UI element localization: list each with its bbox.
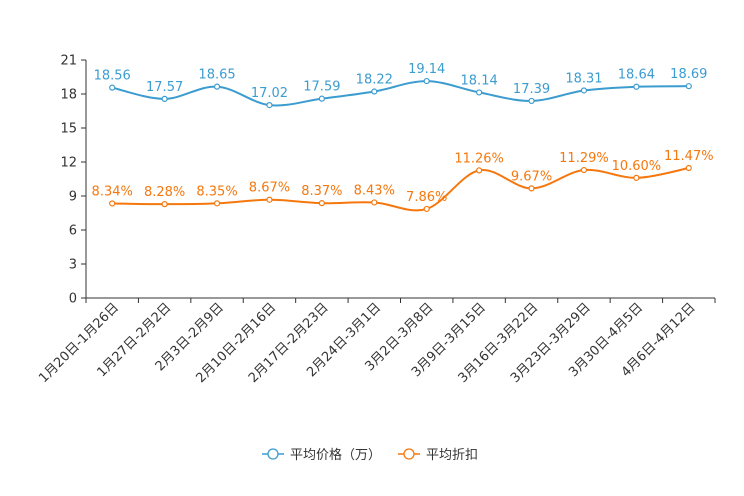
data-point[interactable] (161, 95, 168, 102)
data-label: 17.39 (513, 82, 550, 97)
data-point[interactable] (371, 88, 378, 95)
data-point[interactable] (580, 166, 588, 174)
data-point[interactable] (213, 83, 221, 90)
data-point[interactable] (633, 83, 640, 90)
data-label: 8.28% (144, 185, 185, 200)
data-point[interactable] (528, 185, 535, 192)
data-point[interactable] (423, 205, 430, 213)
y-tick-label: 12 (60, 156, 77, 171)
legend-label: 平均价格（万） (290, 447, 381, 463)
data-point[interactable] (685, 164, 692, 172)
y-axis: 0 3 6 9 12 15 18 21 (60, 54, 87, 307)
data-point[interactable] (161, 201, 168, 208)
data-point[interactable] (109, 200, 116, 207)
x-axis: 1月20日-1月26日1月27日-2月2日2月3日-2月9日2月10日-2月16… (36, 297, 716, 386)
data-label: 8.34% (92, 184, 133, 199)
data-point[interactable] (633, 174, 640, 181)
data-point[interactable] (476, 167, 483, 174)
data-label: 18.14 (461, 73, 498, 88)
y-tick-label: 9 (69, 190, 77, 205)
y-tick-label: 18 (60, 88, 77, 103)
data-label: 18.22 (356, 73, 393, 88)
data-label: 8.35% (196, 184, 237, 199)
data-label: 17.59 (303, 80, 340, 95)
data-label: 17.02 (251, 86, 288, 101)
series-line (111, 80, 689, 107)
data-label: 8.43% (354, 183, 395, 198)
legend-item-1[interactable]: 平均折扣 (398, 448, 478, 463)
legend-label: 平均折扣 (426, 448, 478, 463)
legend[interactable]: 平均价格（万） 平均折扣 (262, 447, 478, 463)
series-0: 18.56 17.57 18.65 17.02 17.59 18.22 19.14 18.14… (94, 62, 707, 109)
y-tick-label: 21 (60, 54, 77, 69)
y-tick-label: 3 (69, 258, 77, 273)
data-point[interactable] (266, 102, 273, 109)
data-point[interactable] (685, 83, 692, 90)
data-label: 11.26% (454, 151, 504, 166)
data-point[interactable] (318, 200, 325, 207)
data-label: 8.37% (301, 184, 342, 199)
legend-item-0[interactable]: 平均价格（万） (262, 447, 381, 463)
y-tick-label: 6 (69, 224, 77, 239)
data-label: 18.65 (198, 68, 235, 83)
data-point[interactable] (476, 89, 483, 96)
series-1: 8.34% 8.28% 8.35% 8.67% 8.37% 8.43% 7.86% 11.26… (92, 149, 714, 213)
data-label: 10.60% (612, 159, 662, 174)
data-label: 7.86% (406, 190, 447, 205)
y-tick-label: 15 (60, 122, 77, 137)
legend-marker-icon (267, 448, 279, 460)
data-label: 11.47% (664, 149, 714, 164)
series-line (112, 167, 689, 212)
data-point[interactable] (371, 199, 378, 206)
data-point[interactable] (266, 196, 273, 203)
data-point[interactable] (580, 87, 588, 94)
data-point[interactable] (109, 84, 116, 91)
data-point[interactable] (528, 97, 535, 105)
data-label: 8.67% (249, 181, 290, 196)
data-label: 19.14 (408, 62, 445, 77)
data-label: 18.31 (565, 71, 602, 86)
data-point[interactable] (213, 200, 221, 207)
y-tick-label: 0 (69, 292, 77, 307)
data-label: 17.57 (146, 80, 183, 95)
data-label: 18.69 (670, 67, 707, 82)
legend-marker-icon (403, 448, 415, 460)
data-label: 9.67% (511, 169, 552, 184)
data-label: 18.56 (94, 69, 131, 84)
data-label: 11.29% (559, 151, 609, 166)
data-label: 18.64 (618, 68, 655, 83)
data-point[interactable] (423, 77, 430, 85)
data-point[interactable] (318, 95, 325, 102)
series-layer: 18.56 17.57 18.65 17.02 17.59 18.22 19.14 18.14… (92, 62, 714, 213)
